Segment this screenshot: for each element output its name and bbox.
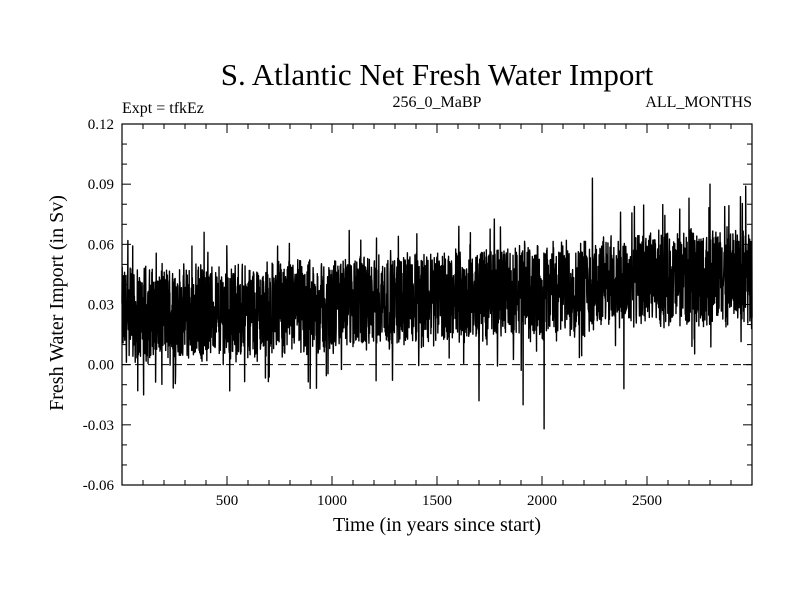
y-axis-label: Fresh Water Import (in Sv) [46,195,68,411]
x-tick-label: 1000 [317,493,347,509]
x-tick-label: 1500 [422,493,452,509]
subtitle-age: 256_0_MaBP [393,94,482,111]
y-tick-label: 0.09 [88,177,114,193]
series-layer [121,177,753,430]
subtitle-months: ALL_MONTHS [645,94,752,111]
y-tick-label: 0.03 [88,298,114,314]
subtitle-experiment: Expt = tfkEz [122,100,204,117]
x-tick-label: 500 [216,493,239,509]
plot-frame [121,123,753,486]
x-axis-label: Time (in years since start) [333,514,541,536]
x-tick-label: 2000 [527,493,557,509]
x-tick-label: 2500 [632,493,662,509]
y-tick-label: 0.06 [88,237,115,253]
fresh-water-import-series [121,177,753,430]
ticks-layer: 500 1000 1500 2000 2500 -0.06 -0.03 0.00 0.03 0.0… [83,117,752,509]
y-tick-label: 0.00 [88,358,114,374]
y-tick-label: 0.12 [88,117,114,133]
y-tick-label: -0.06 [83,478,115,494]
chart-title: S. Atlantic Net Fresh Water Import [221,57,654,92]
y-tick-label: -0.03 [83,418,114,434]
